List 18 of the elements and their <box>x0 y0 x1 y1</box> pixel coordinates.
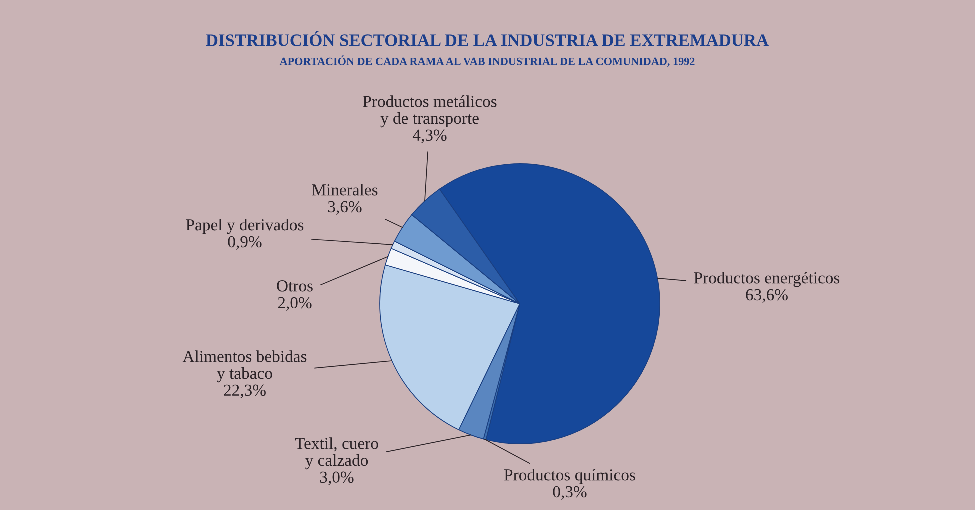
slice-label: Productos químicos <box>504 469 636 484</box>
chart-subtitle: APORTACIÓN DE CADA RAMA AL VAB INDUSTRIAL DE LA COMUNIDAD, 1992 <box>280 56 695 67</box>
data-label: 0,9% <box>228 236 262 250</box>
data-label: 0,3% <box>553 486 587 500</box>
data-label: 2,0% <box>278 297 312 311</box>
slice-label: Otros <box>277 280 313 292</box>
slice-label: Productos energéticos <box>694 272 840 288</box>
data-label: 4,3% <box>412 130 447 144</box>
data-label: 3,0% <box>320 472 354 486</box>
slice-label: Minerales <box>312 184 378 196</box>
slice-label: Alimentos bebidas y tabaco <box>182 350 307 383</box>
slice-label: Papel y derivados <box>186 218 304 234</box>
slice-label: Productos metálicos y de transporte <box>363 96 497 128</box>
data-label: 3,6% <box>328 201 362 215</box>
data-label: 63,6% <box>746 289 788 304</box>
data-label: 22,3% <box>224 384 266 398</box>
chart-title: DISTRIBUCIÓN SECTORIAL DE LA INDUSTRIA DE EXTREMADURA <box>206 31 769 46</box>
slice-label: Textil, cuero y calzado <box>295 438 378 470</box>
